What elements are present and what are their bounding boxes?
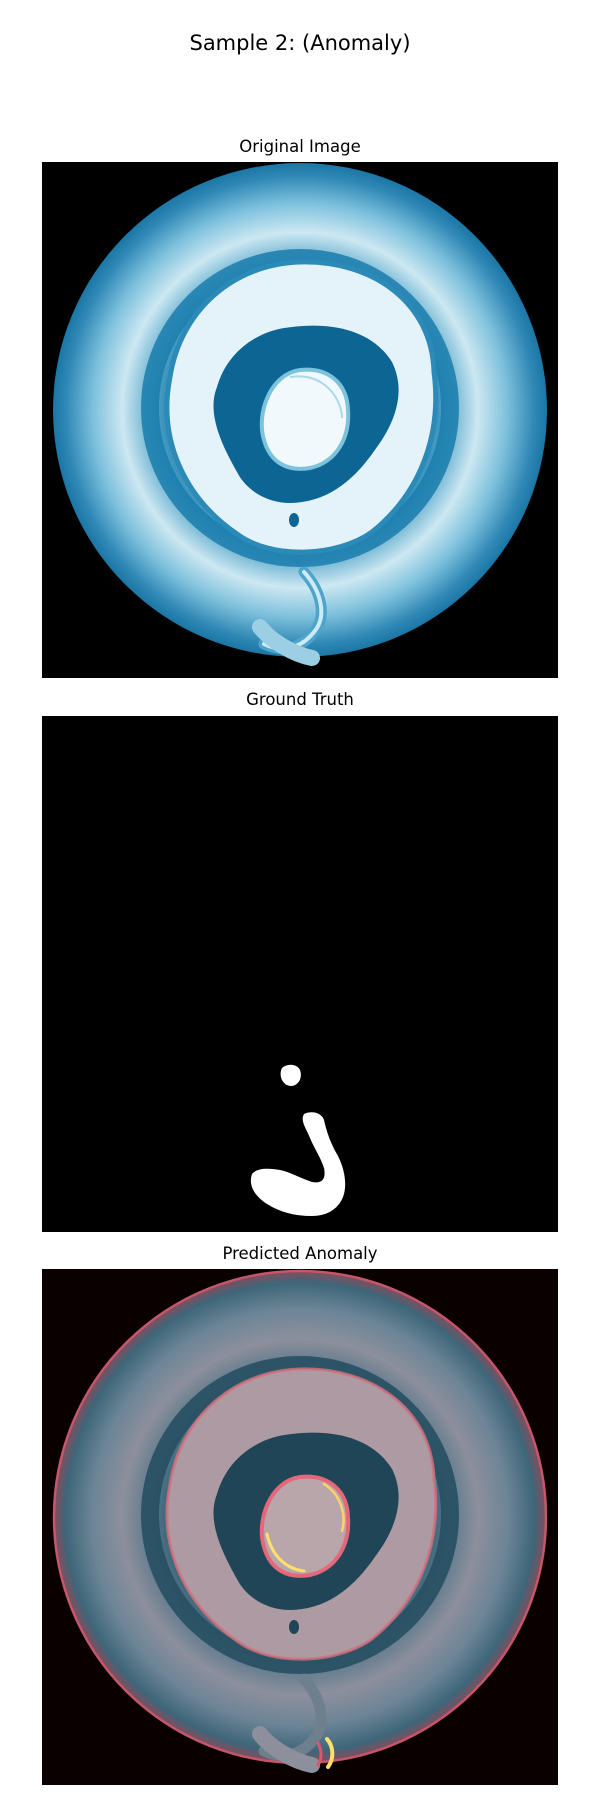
ground-truth-title: Ground Truth (246, 690, 354, 709)
mask-region-droplet (280, 1064, 301, 1086)
predicted-anomaly-heatmap (42, 1269, 558, 1785)
hot-spot-center (265, 1532, 306, 1573)
figure-title: Sample 2: (Anomaly) (189, 31, 411, 55)
original-image-title: Original Image (239, 137, 361, 156)
predicted-anomaly-panel (42, 1269, 558, 1785)
ground-truth-mask (42, 716, 558, 1232)
original-image-panel (42, 162, 558, 678)
hot-spot-tube (325, 1737, 335, 1769)
predicted-anomaly-title: Predicted Anomaly (222, 1244, 378, 1263)
mask-region-tube (250, 1112, 346, 1216)
original-image (42, 162, 558, 678)
ground-truth-panel (42, 716, 558, 1232)
